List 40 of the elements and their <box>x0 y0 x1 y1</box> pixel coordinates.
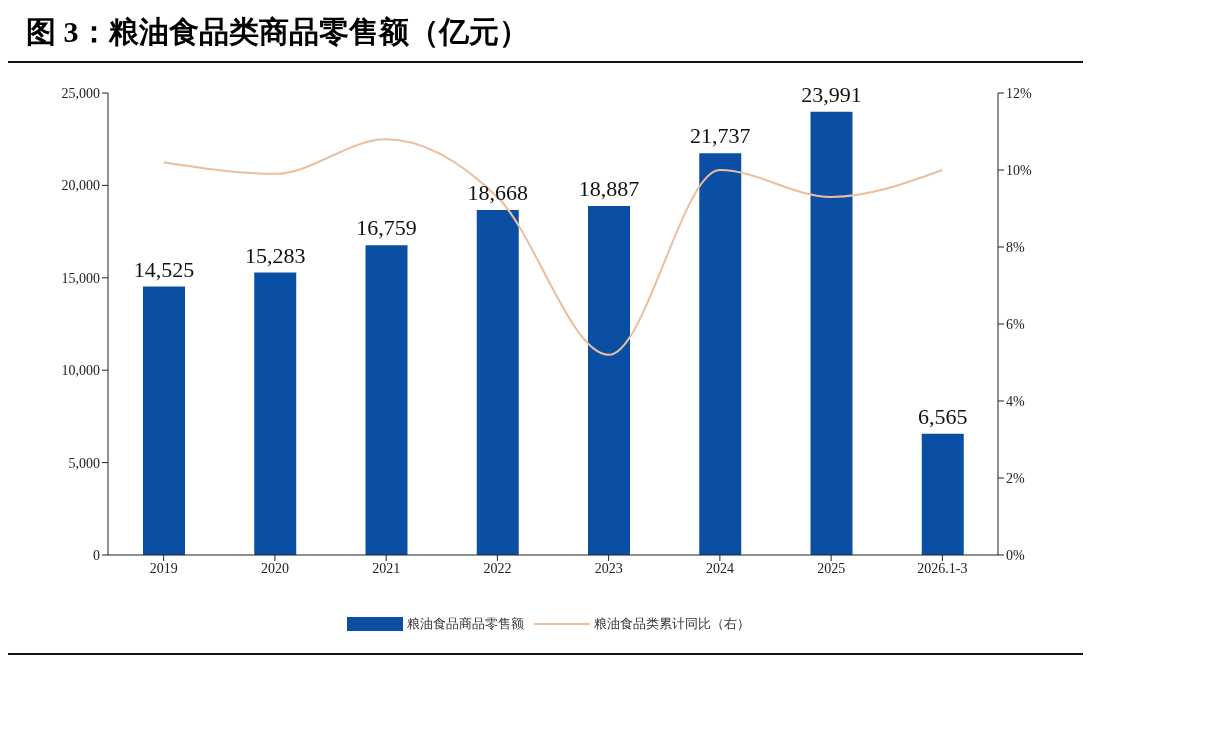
y2-tick-label: 12% <box>1006 85 1032 101</box>
legend-label: 粮油食品商品零售额 <box>406 615 524 633</box>
data-label: 16,759 <box>356 215 417 241</box>
y-tick-label: 10,000 <box>61 363 100 379</box>
y2-tick-label: 8% <box>1006 239 1025 255</box>
legend-label: 粮油食品类累计同比（右） <box>593 615 750 633</box>
y-tick-label: 15,000 <box>61 270 100 286</box>
x-tick-label: 2024 <box>705 560 734 576</box>
data-label: 18,668 <box>467 180 528 206</box>
y-tick-label: 20,000 <box>61 178 100 194</box>
chart-title: 图 3：粮油食品类商品零售额（亿元） <box>25 14 530 50</box>
x-tick-label: 2019 <box>149 560 178 576</box>
bar <box>365 245 408 555</box>
bar <box>699 153 742 555</box>
y-tick-label: 0 <box>93 547 100 563</box>
y2-tick-label: 6% <box>1006 316 1025 332</box>
y2-tick-label: 2% <box>1006 470 1025 486</box>
data-label: 14,525 <box>133 256 195 282</box>
bar <box>921 433 964 555</box>
data-label: 15,283 <box>245 242 306 268</box>
bar <box>254 272 297 555</box>
x-tick-label: 2021 <box>372 560 401 576</box>
data-label: 23,991 <box>801 81 862 107</box>
x-tick-label: 2020 <box>260 560 289 576</box>
data-label: 18,887 <box>578 175 640 201</box>
x-tick-label: 2023 <box>594 560 623 576</box>
bar <box>588 205 630 555</box>
y2-tick-label: 0% <box>1006 547 1025 563</box>
y2-tick-label: 10% <box>1006 162 1032 178</box>
y-tick-label: 5,000 <box>68 455 100 471</box>
bar <box>476 210 519 555</box>
bar <box>810 111 853 555</box>
x-tick-label: 2022 <box>483 560 512 576</box>
y2-tick-label: 4% <box>1006 393 1025 409</box>
x-tick-label: 2026.1-3 <box>917 560 968 576</box>
data-label: 21,737 <box>690 123 751 149</box>
bar <box>143 286 185 555</box>
y-tick-label: 25,000 <box>61 85 100 101</box>
data-label: 6,565 <box>918 403 968 429</box>
x-tick-label: 2025 <box>817 560 846 576</box>
